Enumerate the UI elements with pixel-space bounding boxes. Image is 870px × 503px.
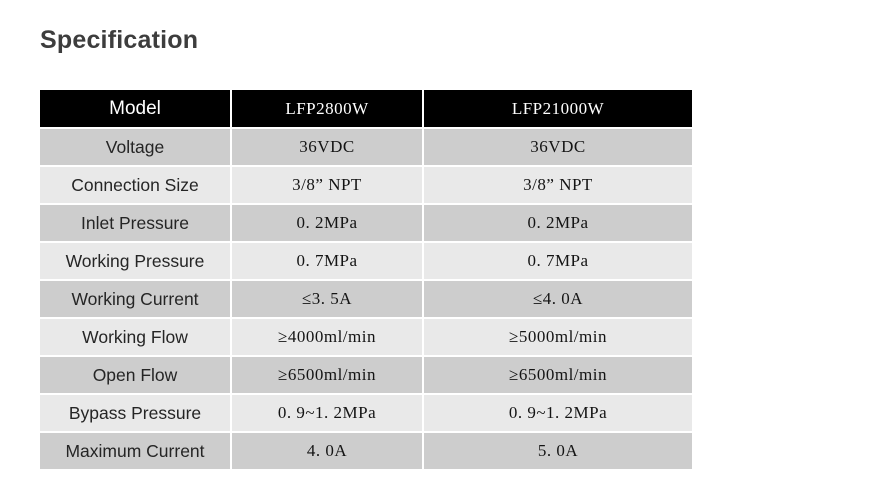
table-header: Model LFP2800W LFP21000W bbox=[40, 90, 692, 127]
cell-lfp21000w: ≥5000ml/min bbox=[424, 319, 692, 355]
row-label: Working Current bbox=[40, 281, 230, 317]
cell-lfp2800w: ≤3. 5A bbox=[232, 281, 422, 317]
column-header-lfp21000w: LFP21000W bbox=[424, 90, 692, 127]
table-row-voltage: Voltage 36VDC 36VDC bbox=[40, 129, 692, 165]
table-row-inlet-pressure: Inlet Pressure 0. 2MPa 0. 2MPa bbox=[40, 205, 692, 241]
cell-lfp21000w: 36VDC bbox=[424, 129, 692, 165]
cell-lfp2800w: 0. 9~1. 2MPa bbox=[232, 395, 422, 431]
table-row-maximum-current: Maximum Current 4. 0A 5. 0A bbox=[40, 433, 692, 469]
page-title: Specification bbox=[40, 26, 199, 54]
row-label: Open Flow bbox=[40, 357, 230, 393]
column-header-lfp2800w: LFP2800W bbox=[232, 90, 422, 127]
cell-lfp21000w: 3/8” NPT bbox=[424, 167, 692, 203]
table-row-connection-size: Connection Size 3/8” NPT 3/8” NPT bbox=[40, 167, 692, 203]
cell-lfp2800w: 0. 7MPa bbox=[232, 243, 422, 279]
row-label: Inlet Pressure bbox=[40, 205, 230, 241]
cell-lfp21000w: 5. 0A bbox=[424, 433, 692, 469]
row-label: Voltage bbox=[40, 129, 230, 165]
row-label: Working Pressure bbox=[40, 243, 230, 279]
specification-table: Model LFP2800W LFP21000W Voltage 36VDC 3… bbox=[38, 88, 694, 471]
column-header-model: Model bbox=[40, 90, 230, 127]
cell-lfp2800w: ≥6500ml/min bbox=[232, 357, 422, 393]
row-label: Bypass Pressure bbox=[40, 395, 230, 431]
cell-lfp2800w: ≥4000ml/min bbox=[232, 319, 422, 355]
table-row-working-pressure: Working Pressure 0. 7MPa 0. 7MPa bbox=[40, 243, 692, 279]
row-label: Working Flow bbox=[40, 319, 230, 355]
row-label: Connection Size bbox=[40, 167, 230, 203]
table-row-open-flow: Open Flow ≥6500ml/min ≥6500ml/min bbox=[40, 357, 692, 393]
table-row-working-current: Working Current ≤3. 5A ≤4. 0A bbox=[40, 281, 692, 317]
table-row-working-flow: Working Flow ≥4000ml/min ≥5000ml/min bbox=[40, 319, 692, 355]
cell-lfp21000w: 0. 9~1. 2MPa bbox=[424, 395, 692, 431]
table-row-bypass-pressure: Bypass Pressure 0. 9~1. 2MPa 0. 9~1. 2MP… bbox=[40, 395, 692, 431]
cell-lfp2800w: 3/8” NPT bbox=[232, 167, 422, 203]
cell-lfp2800w: 36VDC bbox=[232, 129, 422, 165]
cell-lfp21000w: ≥6500ml/min bbox=[424, 357, 692, 393]
row-label: Maximum Current bbox=[40, 433, 230, 469]
cell-lfp2800w: 4. 0A bbox=[232, 433, 422, 469]
table-body: Voltage 36VDC 36VDC Connection Size 3/8”… bbox=[40, 129, 692, 469]
specification-section: Specification Model LFP2800W LFP21000W V… bbox=[38, 26, 694, 471]
cell-lfp21000w: 0. 7MPa bbox=[424, 243, 692, 279]
table-header-row: Model LFP2800W LFP21000W bbox=[40, 90, 692, 127]
cell-lfp21000w: 0. 2MPa bbox=[424, 205, 692, 241]
cell-lfp21000w: ≤4. 0A bbox=[424, 281, 692, 317]
cell-lfp2800w: 0. 2MPa bbox=[232, 205, 422, 241]
